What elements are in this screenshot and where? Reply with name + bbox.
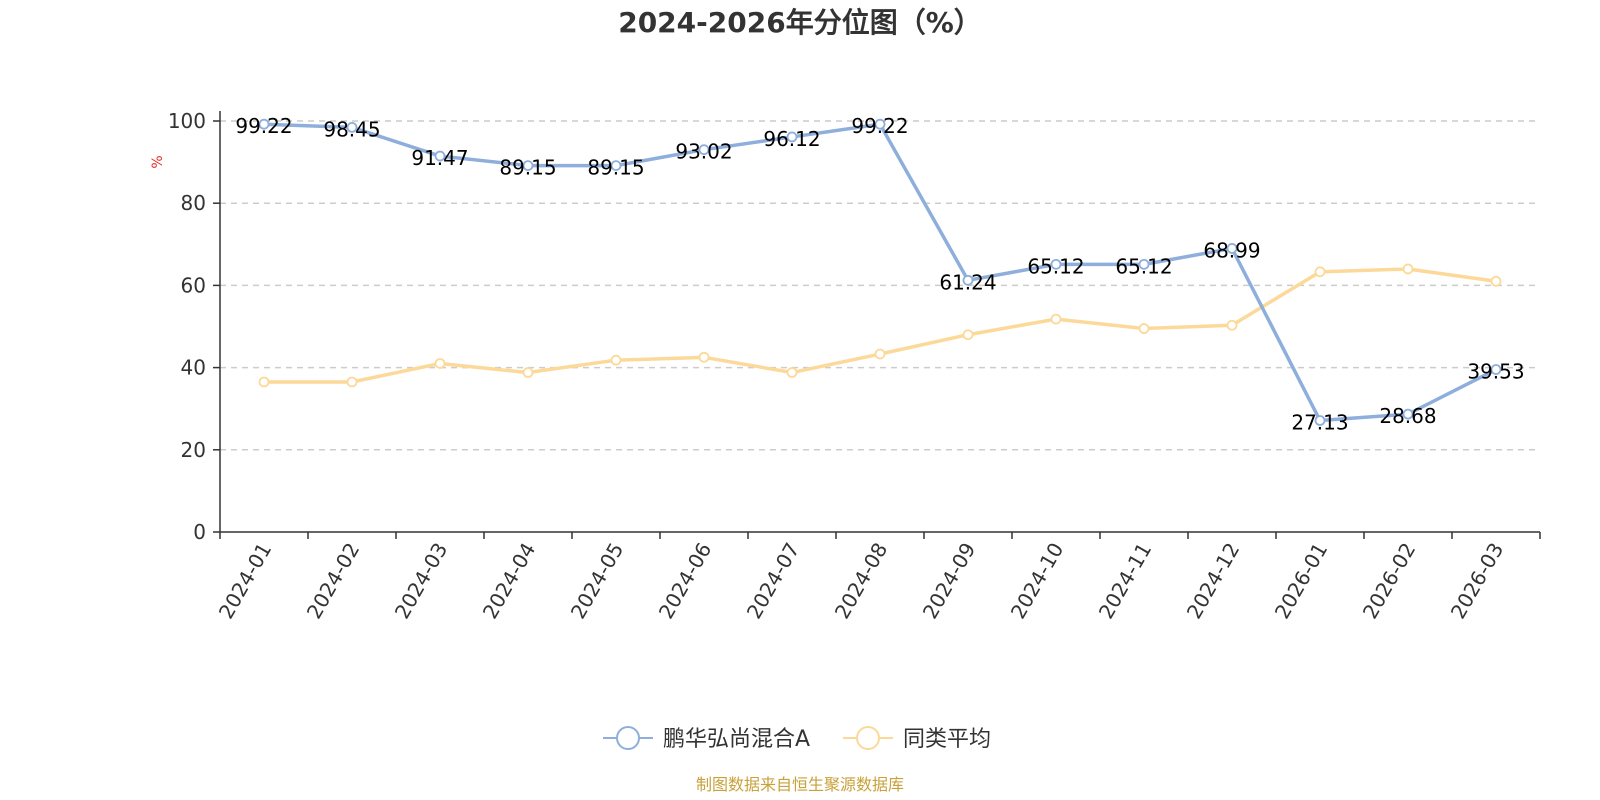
data-label-fund: 68.99 [1203, 238, 1260, 262]
data-point-fund[interactable] [610, 160, 622, 171]
data-point-average[interactable] [786, 367, 798, 378]
data-point-average[interactable] [610, 354, 622, 366]
data-label-fund: 28.68 [1379, 404, 1436, 428]
legend-average-circle-icon [856, 726, 880, 750]
x-tick-label: 2024-10 [1006, 539, 1069, 623]
data-label-fund: 89.15 [499, 156, 556, 180]
y-tick-label: 60 [181, 273, 206, 297]
data-point-fund[interactable] [258, 118, 270, 130]
y-tick-label: 100 [168, 109, 206, 133]
data-point-average[interactable] [1226, 319, 1238, 331]
data-point-fund[interactable] [1402, 408, 1414, 420]
x-tick-label: 2024-03 [390, 539, 453, 623]
x-tick-label: 2024-12 [1182, 539, 1245, 623]
data-point-average[interactable] [434, 358, 446, 369]
y-tick-label: 0 [193, 520, 206, 544]
legend-fund-label: 鹏华弘尚混合A [663, 727, 810, 752]
data-point-fund[interactable] [962, 274, 974, 286]
data-point-fund[interactable] [434, 150, 446, 162]
data-source-note: 制图数据来自恒生聚源数据库 [696, 775, 904, 794]
data-point-average[interactable] [1138, 323, 1150, 334]
data-label-fund: 93.02 [675, 140, 732, 164]
y-tick-label: 20 [181, 438, 206, 462]
grid-lines [220, 120, 1540, 451]
legend: 鹏华弘尚混合A 同类平均 [603, 726, 991, 752]
x-tick-label: 2026-01 [1270, 539, 1333, 623]
data-point-average[interactable] [874, 348, 886, 360]
data-point-fund[interactable] [698, 144, 710, 156]
data-label-fund: 89.15 [587, 156, 644, 180]
data-point-average[interactable] [962, 329, 974, 341]
data-label-fund: 65.12 [1115, 254, 1172, 278]
legend-average-label: 同类平均 [903, 727, 991, 752]
data-point-fund[interactable] [1226, 243, 1238, 254]
legend-fund-circle-icon [616, 726, 640, 750]
x-tick-label: 2024-07 [742, 539, 805, 623]
legend-item-average[interactable]: 同类平均 [843, 726, 991, 752]
x-tick-label: 2024-02 [302, 539, 365, 623]
x-tick-label: 2024-06 [654, 539, 717, 623]
data-point-average[interactable] [1314, 266, 1326, 278]
data-point-average[interactable] [1490, 275, 1502, 287]
x-tick-label: 2024-05 [566, 539, 629, 623]
x-tick-label: 2024-11 [1094, 539, 1157, 623]
data-point-average[interactable] [1050, 313, 1062, 325]
data-label-fund: 39.53 [1467, 360, 1524, 384]
data-label-fund: 96.12 [763, 127, 820, 151]
x-tick-label: 2024-04 [478, 539, 541, 623]
axes: 0 20 40 60 80 100 2024-01 2024-02 2024-03 2024-04… [168, 109, 1541, 623]
data-label-fund: 98.45 [323, 117, 380, 141]
data-point-fund[interactable] [874, 118, 886, 130]
x-tick-label: 2024-01 [214, 539, 277, 623]
y-tick-label: 40 [181, 356, 206, 380]
y-tick-label: 80 [181, 191, 206, 215]
x-tick-label: 2024-09 [918, 539, 981, 623]
data-point-fund[interactable] [1490, 364, 1502, 375]
data-label-fund: 65.12 [1027, 254, 1084, 278]
data-point-fund[interactable] [1050, 258, 1062, 270]
data-point-average[interactable] [258, 376, 270, 388]
data-point-average[interactable] [522, 367, 534, 378]
data-label-fund: 61.24 [939, 270, 996, 294]
x-tick-label: 2024-08 [830, 539, 893, 623]
data-label-fund: 99.22 [235, 114, 292, 138]
series-lines [258, 118, 1502, 426]
data-point-fund[interactable] [1314, 415, 1326, 426]
data-point-average[interactable] [1402, 263, 1414, 275]
x-tick-label: 2026-02 [1358, 539, 1421, 623]
x-tick-label: 2026-03 [1446, 539, 1509, 623]
legend-item-fund[interactable]: 鹏华弘尚混合A [603, 726, 810, 752]
data-point-fund[interactable] [786, 131, 798, 143]
chart-title: 2024-2026年分位图（%） [618, 6, 982, 39]
data-label-fund: 99.22 [851, 114, 908, 138]
data-point-fund[interactable] [346, 121, 358, 133]
data-label-fund: 91.47 [411, 146, 468, 170]
data-point-average[interactable] [698, 351, 710, 363]
data-label-fund: 27.13 [1291, 410, 1348, 434]
y-axis-unit-label: % [150, 155, 166, 168]
data-point-average[interactable] [346, 376, 358, 388]
data-point-fund[interactable] [522, 160, 534, 171]
data-labels: 99.22 98.45 91.47 89.15 89.15 93.02 96.12 99.22… [235, 114, 1524, 434]
data-point-fund[interactable] [1138, 258, 1150, 270]
